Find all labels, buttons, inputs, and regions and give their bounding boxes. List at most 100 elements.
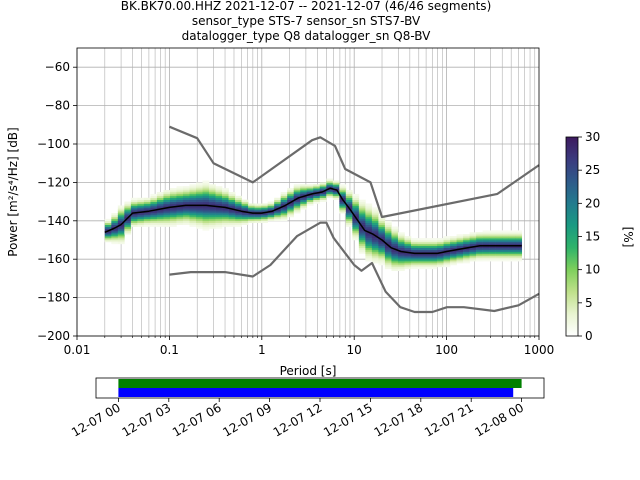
density-cell bbox=[176, 218, 184, 222]
density-cell bbox=[384, 238, 392, 241]
density-cell bbox=[443, 243, 451, 247]
density-cell bbox=[371, 228, 379, 231]
density-cell bbox=[300, 201, 308, 204]
density-cell bbox=[384, 259, 392, 262]
density-cell bbox=[189, 218, 197, 222]
density-cell bbox=[404, 261, 412, 264]
title-line-3: datalogger_type Q8 datalogger_sn Q8-BV bbox=[182, 29, 432, 43]
density-cell bbox=[261, 205, 268, 208]
density-cell bbox=[463, 257, 470, 260]
density-cell bbox=[430, 266, 438, 270]
density-cell bbox=[456, 243, 464, 247]
density-cell bbox=[254, 211, 262, 214]
density-cell bbox=[235, 222, 242, 225]
density-cell bbox=[371, 243, 379, 247]
density-cell bbox=[156, 211, 164, 214]
density-cell bbox=[196, 220, 203, 224]
density-cell bbox=[482, 253, 490, 256]
density-cell bbox=[430, 255, 438, 258]
density-cell bbox=[384, 234, 392, 237]
density-cell bbox=[410, 238, 418, 241]
density-cell bbox=[515, 232, 523, 235]
density-cell bbox=[228, 218, 236, 222]
density-cell bbox=[378, 236, 386, 239]
density-cell bbox=[332, 193, 340, 197]
density-cell bbox=[215, 197, 223, 200]
density-cell bbox=[384, 255, 392, 258]
density-cell bbox=[326, 178, 334, 181]
density-cell bbox=[202, 211, 210, 214]
density-cell bbox=[150, 201, 158, 204]
density-cell bbox=[489, 232, 496, 235]
density-cell bbox=[384, 240, 392, 243]
density-cell bbox=[489, 249, 496, 252]
density-cell bbox=[378, 240, 386, 243]
density-cell bbox=[202, 182, 210, 185]
density-cell bbox=[124, 203, 132, 206]
density-cell bbox=[508, 230, 516, 233]
density-cell bbox=[209, 220, 216, 224]
density-cell bbox=[391, 257, 399, 260]
density-cell bbox=[417, 266, 425, 270]
density-cell bbox=[358, 216, 366, 220]
density-cell bbox=[156, 199, 164, 202]
density-cell bbox=[215, 188, 223, 191]
density-cell bbox=[111, 240, 119, 243]
density-cell bbox=[254, 220, 262, 224]
density-cell bbox=[117, 213, 125, 216]
density-cell bbox=[189, 203, 197, 206]
density-cell bbox=[456, 234, 464, 237]
density-cell bbox=[332, 192, 340, 195]
density-cell bbox=[502, 243, 509, 247]
density-cell bbox=[228, 195, 236, 199]
density-cell bbox=[137, 199, 145, 202]
density-cell bbox=[410, 255, 418, 258]
density-cell bbox=[235, 224, 242, 227]
density-cell bbox=[391, 245, 399, 248]
density-cell bbox=[502, 240, 509, 243]
density-cell bbox=[104, 240, 112, 243]
density-cell bbox=[169, 209, 177, 212]
density-cell bbox=[182, 199, 190, 202]
density-cell bbox=[345, 193, 353, 197]
segment-coverage-bar bbox=[118, 388, 514, 397]
density-cell bbox=[143, 209, 151, 212]
density-cell bbox=[169, 193, 177, 197]
density-cell bbox=[267, 201, 275, 204]
density-cell bbox=[267, 205, 275, 208]
density-cell bbox=[150, 195, 158, 199]
density-cell bbox=[404, 247, 412, 250]
density-cell bbox=[391, 238, 399, 241]
density-cell bbox=[345, 197, 353, 200]
density-cell bbox=[371, 259, 379, 262]
density-cell bbox=[130, 207, 138, 210]
density-cell bbox=[450, 241, 457, 245]
density-cell bbox=[397, 266, 405, 270]
density-cell bbox=[143, 216, 151, 220]
density-cell bbox=[182, 197, 190, 200]
density-cell bbox=[371, 222, 379, 225]
density-cell bbox=[176, 192, 184, 195]
density-cell bbox=[404, 264, 412, 268]
density-cell bbox=[287, 197, 295, 200]
density-cell bbox=[384, 226, 392, 229]
density-cell bbox=[104, 236, 112, 239]
density-cell bbox=[202, 207, 210, 210]
high-noise-model-curve bbox=[168, 125, 540, 219]
density-cell bbox=[306, 197, 314, 200]
density-cell bbox=[293, 199, 301, 202]
density-cell bbox=[163, 222, 171, 225]
density-cell bbox=[469, 249, 477, 252]
density-cell bbox=[430, 240, 438, 243]
probability-density-cells bbox=[104, 178, 523, 272]
density-cell bbox=[215, 193, 223, 197]
density-cell bbox=[130, 215, 138, 218]
density-cell bbox=[196, 211, 203, 214]
density-cell bbox=[163, 193, 171, 197]
density-cell bbox=[365, 236, 373, 239]
density-cell bbox=[143, 211, 151, 214]
density-cell bbox=[404, 238, 412, 241]
density-cell bbox=[280, 213, 288, 216]
density-cell bbox=[371, 241, 379, 245]
density-cell bbox=[456, 241, 464, 245]
